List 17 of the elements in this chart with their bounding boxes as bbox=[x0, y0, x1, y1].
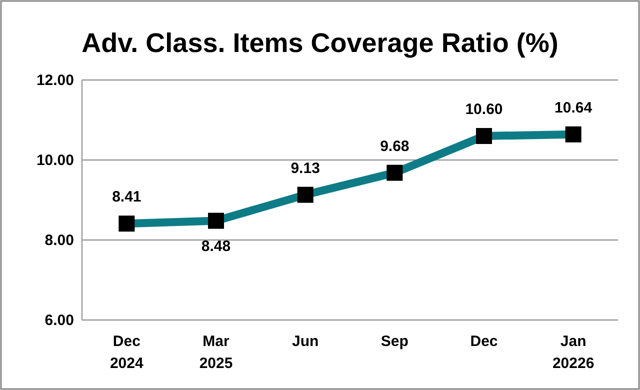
data-label: 8.48 bbox=[201, 238, 231, 255]
data-label: 10.64 bbox=[554, 99, 593, 116]
y-tick-label: 6.00 bbox=[44, 312, 74, 329]
x-tick-label: Sep bbox=[380, 333, 408, 350]
y-tick-label: 8.00 bbox=[44, 232, 74, 249]
y-tick-label: 12.00 bbox=[36, 72, 74, 89]
x-tick-label: Jun bbox=[292, 333, 319, 350]
x-tick-label: Jan 20226 bbox=[552, 333, 594, 372]
x-tick-label: Mar 2025 bbox=[199, 333, 233, 372]
y-tick-label: 10.00 bbox=[36, 152, 74, 169]
x-tick-label: Dec bbox=[470, 333, 498, 350]
data-label: 10.60 bbox=[465, 101, 503, 118]
chart-title: Adv. Class. Items Coverage Ratio (%) bbox=[82, 28, 558, 58]
data-label: 9.68 bbox=[380, 138, 410, 155]
data-label: 9.13 bbox=[290, 160, 320, 177]
data-label: 8.41 bbox=[112, 188, 142, 206]
x-tick-label: Dec 2024 bbox=[110, 333, 144, 372]
